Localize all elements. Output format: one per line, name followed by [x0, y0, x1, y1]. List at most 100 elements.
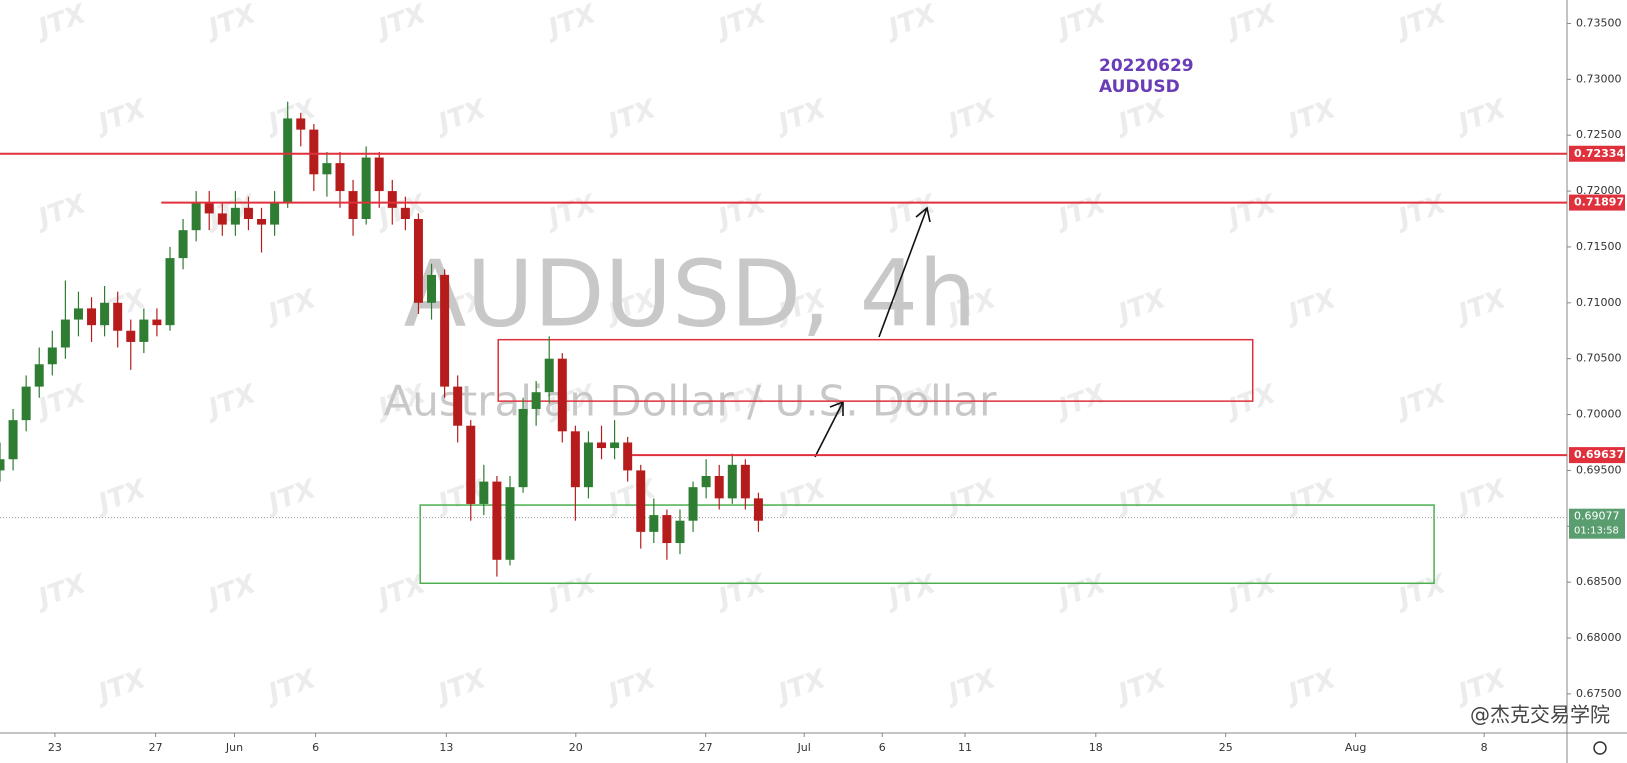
- price-label: 0.69637: [1574, 448, 1624, 461]
- candle-body: [701, 476, 711, 488]
- watermark: JTX: [260, 474, 321, 521]
- candle-body: [283, 118, 293, 203]
- watermark: JTX: [1390, 379, 1451, 426]
- candle-body: [400, 207, 410, 220]
- candle-body: [243, 207, 253, 220]
- watermark: JTX: [200, 379, 261, 426]
- zone: [497, 338, 1254, 402]
- candle-body: [270, 202, 280, 225]
- candle-body: [113, 302, 123, 331]
- x-tick-label: Jul: [797, 741, 811, 754]
- watermark: JTX: [260, 664, 321, 711]
- candle-body: [662, 515, 672, 544]
- y-tick-label: 0.71000: [1576, 296, 1622, 309]
- candle-body: [322, 163, 332, 175]
- arrows: [814, 206, 931, 458]
- arrow: [878, 207, 928, 338]
- watermark: JTX: [1050, 379, 1111, 426]
- candle-body: [610, 442, 620, 449]
- x-tick-label: 11: [958, 741, 972, 754]
- price-label-bg: [1569, 194, 1625, 211]
- watermark: JTX: [710, 0, 771, 45]
- candle-body: [8, 420, 18, 460]
- x-tick-label: 27: [149, 741, 163, 754]
- watermark: JTX: [1390, 569, 1451, 616]
- x-tick-label: 27: [699, 741, 713, 754]
- x-tick-label: 6: [312, 741, 319, 754]
- chart-title: AUDUSD, 4h: [403, 240, 976, 347]
- candle-body: [178, 230, 188, 259]
- watermark: JTX: [940, 474, 1001, 521]
- arrow-head: [829, 400, 844, 416]
- y-tick-label: 0.72000: [1576, 184, 1622, 197]
- x-tick-label: 6: [879, 741, 886, 754]
- price-label-bg: [1569, 447, 1625, 464]
- watermark: JTX: [940, 94, 1001, 141]
- x-tick-label: 8: [1481, 741, 1488, 754]
- settings-icon[interactable]: [1593, 741, 1607, 755]
- candle-body: [740, 464, 750, 499]
- watermark: JTX: [370, 0, 431, 45]
- candle-body: [623, 442, 633, 471]
- watermark: JTX: [880, 189, 941, 236]
- watermark: JTX: [430, 94, 491, 141]
- watermark: JTX: [370, 569, 431, 616]
- watermark: JTX: [1050, 189, 1111, 236]
- x-tick-label: 23: [48, 741, 62, 754]
- footer: @杰克交易学院: [1470, 703, 1610, 727]
- watermark: JTX: [1450, 474, 1511, 521]
- watermark: JTX: [880, 0, 941, 45]
- candle-body: [21, 386, 31, 421]
- candle-body: [570, 431, 580, 488]
- candle-body: [544, 358, 554, 393]
- watermark: JTX: [1280, 284, 1341, 331]
- candle-body: [714, 476, 724, 499]
- watermark: JTX: [540, 569, 601, 616]
- candle-body: [649, 515, 659, 532]
- watermark: JTX: [1390, 0, 1451, 45]
- candle-body: [60, 319, 70, 348]
- y-tick-label: 0.68500: [1576, 575, 1622, 588]
- watermark: JTX: [1280, 474, 1341, 521]
- candle-body: [387, 191, 397, 208]
- watermarks: JTX JTX JTX JTX JTX JTX JTX JTX JTX JTX JTX JTX JTX J…: [30, 0, 1511, 710]
- y-tick-label: 0.70500: [1576, 352, 1622, 365]
- candle-body: [309, 129, 319, 175]
- y-tick-label: 0.73500: [1576, 16, 1622, 29]
- watermark: JTX: [710, 189, 771, 236]
- watermark: JTX: [30, 0, 91, 45]
- watermark: JTX: [1280, 94, 1341, 141]
- watermark: JTX: [30, 189, 91, 236]
- arrow: [814, 401, 844, 458]
- y-tick-label: 0.67500: [1576, 687, 1622, 700]
- watermark: JTX: [770, 94, 831, 141]
- watermark: JTX: [710, 569, 771, 616]
- candle-body: [87, 308, 97, 326]
- candle-body: [335, 163, 345, 192]
- candle-body: [257, 219, 267, 225]
- watermark: JTX: [1390, 189, 1451, 236]
- candle-body: [73, 308, 83, 320]
- y-tick-label: 0.73000: [1576, 72, 1622, 85]
- candle-body: [479, 481, 489, 504]
- watermark: JTX: [1110, 664, 1171, 711]
- watermark: JTX: [600, 474, 661, 521]
- candle-body: [47, 347, 57, 365]
- price-label-bg: [1569, 145, 1625, 162]
- watermark: JTX: [1280, 664, 1341, 711]
- watermark: JTX: [1220, 189, 1281, 236]
- y-tick-label: 0.68000: [1576, 631, 1622, 644]
- watermark: JTX: [1220, 569, 1281, 616]
- x-tick-label: Jun: [225, 741, 243, 754]
- candle-body: [152, 319, 162, 326]
- candle-body: [0, 459, 5, 471]
- candle-body: [34, 364, 44, 387]
- watermark: JTX: [90, 474, 151, 521]
- candle-body: [440, 274, 450, 387]
- candle-body: [453, 386, 463, 426]
- candle-body: [466, 425, 476, 504]
- candle-body: [531, 392, 541, 409]
- x-tick-label: 13: [439, 741, 453, 754]
- watermark: JTX: [1220, 0, 1281, 45]
